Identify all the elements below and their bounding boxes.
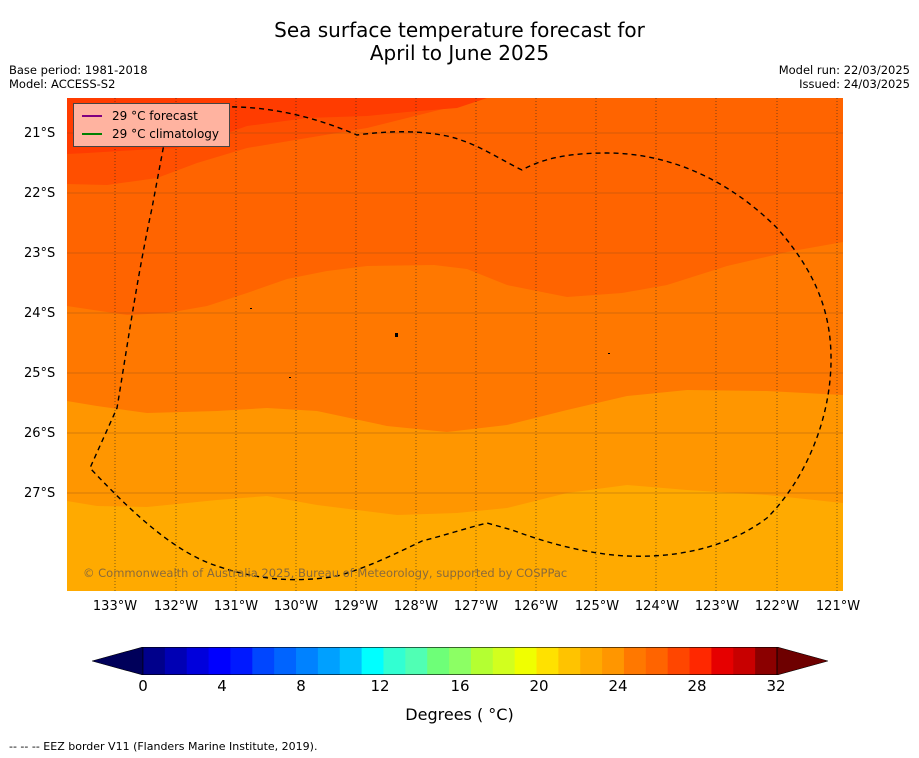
lon-label: 127°W — [453, 599, 499, 614]
island-1 — [250, 308, 252, 309]
colorbar — [90, 646, 830, 676]
colorbar-segment — [667, 647, 691, 675]
colorbar-segment — [602, 647, 625, 675]
colorbar-segment — [186, 647, 210, 675]
colorbar-tick: 28 — [687, 677, 707, 695]
colorbar-over-arrow — [776, 646, 830, 676]
map-legend: 29 °C forecast 29 °C climatology — [73, 103, 230, 147]
colorbar-tick: 4 — [217, 677, 227, 695]
lon-label: 126°W — [513, 599, 559, 614]
colorbar-segment — [208, 647, 231, 675]
colorbar-under-arrow — [90, 646, 144, 676]
colorbar-segment — [164, 647, 188, 675]
colorbar-segment — [733, 647, 756, 675]
island-4 — [608, 353, 610, 354]
model-name: Model: ACCESS-S2 — [9, 77, 116, 91]
colorbar-segment — [296, 647, 319, 675]
colorbar-segment — [252, 647, 275, 675]
lat-label: 21°S — [24, 126, 56, 141]
islands — [250, 308, 610, 378]
colorbar-segment — [514, 647, 538, 675]
chart-title: Sea surface temperature forecast for Apr… — [0, 19, 919, 65]
band-27-28 — [67, 98, 843, 315]
colorbar-segment — [536, 647, 559, 675]
lat-label: 22°S — [24, 186, 56, 201]
issued-date: Issued: 24/03/2025 — [799, 77, 910, 91]
colorbar-segment — [274, 647, 297, 675]
colorbar-tick: 12 — [370, 677, 390, 695]
base-period: Base period: 1981-2018 — [9, 63, 148, 77]
legend-forecast-label: 29 °C forecast — [112, 109, 198, 123]
lat-label: 26°S — [24, 426, 56, 441]
lon-label: 124°W — [634, 599, 680, 614]
lon-label: 129°W — [333, 599, 379, 614]
lon-label: 121°W — [815, 599, 861, 614]
colorbar-segment — [449, 647, 472, 675]
lon-label: 130°W — [273, 599, 319, 614]
lat-label: 23°S — [24, 246, 56, 261]
colorbar-segment — [580, 647, 603, 675]
colorbar-segment — [143, 647, 166, 675]
colorbar-tick: 8 — [296, 677, 306, 695]
model-run: Model run: 22/03/2025 — [778, 63, 910, 77]
colorbar-segment — [361, 647, 384, 675]
colorbar-segment — [339, 647, 363, 675]
legend-climatology: 29 °C climatology — [82, 127, 219, 141]
sst-map-svg — [67, 98, 843, 591]
lat-gridlines — [67, 132, 843, 494]
colorbar-segment — [405, 647, 428, 675]
colorbar-frame — [142, 647, 778, 675]
sst-map — [67, 98, 843, 591]
lon-label: 125°W — [574, 599, 620, 614]
colorbar-tick: 24 — [608, 677, 628, 695]
lon-label: 131°W — [213, 599, 259, 614]
colorbar-segment — [689, 647, 712, 675]
island-2 — [395, 333, 398, 337]
lon-label: 128°W — [393, 599, 439, 614]
colorbar-segment — [492, 647, 516, 675]
colorbar-segment — [755, 647, 778, 675]
climatology-line-swatch — [82, 133, 102, 135]
colorbar-tick: 16 — [450, 677, 470, 695]
colorbar-segment — [470, 647, 494, 675]
lon-label: 122°W — [754, 599, 800, 614]
island-3 — [289, 377, 291, 378]
lon-label: 132°W — [153, 599, 199, 614]
lon-label: 123°W — [694, 599, 740, 614]
colorbar-segment — [711, 647, 734, 675]
colorbar-segment — [558, 647, 581, 675]
colorbar-segment — [427, 647, 450, 675]
colorbar-segment — [645, 647, 669, 675]
lon-gridlines — [114, 98, 838, 591]
colorbar-segment — [230, 647, 253, 675]
lon-label: 133°W — [92, 599, 138, 614]
meta-right: Model run: 22/03/2025 Issued: 24/03/2025 — [779, 63, 910, 91]
legend-climatology-label: 29 °C climatology — [112, 127, 220, 141]
copyright-notice: © Commonwealth of Australia 2025, Bureau… — [83, 566, 568, 580]
lat-label: 24°S — [24, 306, 56, 321]
lat-label: 25°S — [24, 366, 56, 381]
eez-footnote: -- -- -- EEZ border V11 (Flanders Marine… — [9, 740, 318, 753]
title-line-2: April to June 2025 — [369, 41, 550, 65]
colorbar-tick: 20 — [529, 677, 549, 695]
lat-label: 27°S — [24, 486, 56, 501]
forecast-line-swatch — [82, 115, 102, 117]
colorbar-tick: 0 — [138, 677, 148, 695]
eez-border — [89, 106, 832, 581]
colorbar-tick: 32 — [766, 677, 786, 695]
colorbar-segment — [317, 647, 341, 675]
title-line-1: Sea surface temperature forecast for — [274, 18, 645, 42]
colorbar-svg — [90, 646, 830, 676]
colorbar-segment — [383, 647, 406, 675]
colorbar-segment — [623, 647, 647, 675]
colorbar-label: Degrees ( °C) — [405, 705, 514, 724]
legend-forecast: 29 °C forecast — [82, 109, 198, 123]
meta-left: Base period: 1981-2018 Model: ACCESS-S2 — [9, 63, 148, 91]
